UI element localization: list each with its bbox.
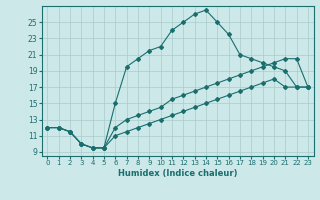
X-axis label: Humidex (Indice chaleur): Humidex (Indice chaleur) [118, 169, 237, 178]
